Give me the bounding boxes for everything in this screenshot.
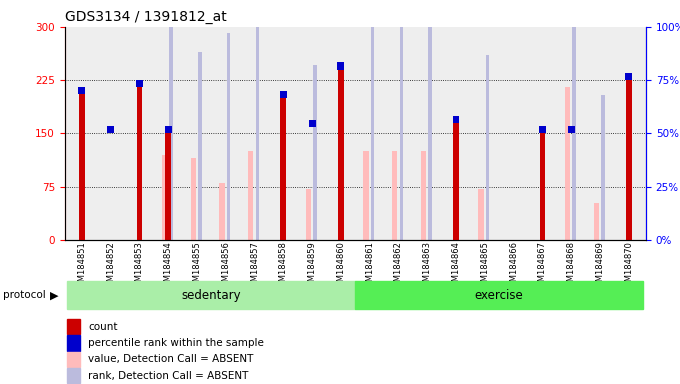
Bar: [453, 123, 459, 240]
Bar: [78, 87, 85, 94]
Bar: [309, 120, 316, 127]
Bar: [338, 70, 344, 240]
Bar: [248, 151, 254, 240]
Bar: [79, 94, 85, 240]
Bar: [363, 151, 369, 240]
Bar: [428, 0, 432, 240]
Bar: [539, 134, 545, 240]
Bar: [162, 155, 167, 240]
Text: protocol: protocol: [3, 290, 46, 300]
Bar: [400, 0, 403, 240]
Text: GDS3134 / 1391812_at: GDS3134 / 1391812_at: [65, 10, 226, 25]
Bar: [594, 203, 599, 240]
Bar: [190, 158, 196, 240]
Bar: [371, 0, 374, 240]
Text: value, Detection Call = ABSENT: value, Detection Call = ABSENT: [88, 354, 254, 364]
Bar: [355, 281, 643, 310]
Bar: [626, 80, 632, 240]
Bar: [601, 95, 605, 240]
Bar: [220, 183, 224, 240]
Bar: [306, 189, 311, 240]
Bar: [337, 63, 344, 70]
Bar: [227, 33, 231, 240]
Bar: [67, 336, 80, 351]
Bar: [137, 87, 142, 240]
Bar: [453, 116, 460, 123]
Bar: [165, 134, 171, 240]
Bar: [626, 73, 632, 80]
Bar: [573, 0, 576, 240]
Text: sedentary: sedentary: [182, 289, 241, 302]
Bar: [165, 126, 171, 134]
Bar: [280, 98, 286, 240]
Bar: [313, 65, 317, 240]
Bar: [67, 368, 80, 383]
Text: exercise: exercise: [475, 289, 524, 302]
Bar: [107, 126, 114, 134]
Text: count: count: [88, 321, 118, 332]
Bar: [280, 91, 287, 98]
Bar: [565, 87, 570, 240]
Bar: [198, 53, 201, 240]
Bar: [67, 319, 80, 334]
Text: ▶: ▶: [50, 290, 58, 300]
Text: rank, Detection Call = ABSENT: rank, Detection Call = ABSENT: [88, 371, 248, 381]
Bar: [392, 151, 397, 240]
Bar: [67, 352, 80, 367]
Text: percentile rank within the sample: percentile rank within the sample: [88, 338, 264, 348]
Bar: [169, 0, 173, 240]
Bar: [486, 55, 490, 240]
Bar: [539, 126, 546, 134]
Bar: [256, 0, 259, 240]
Bar: [67, 281, 355, 310]
Bar: [479, 189, 483, 240]
Bar: [568, 126, 575, 134]
Bar: [421, 151, 426, 240]
Bar: [136, 80, 143, 87]
